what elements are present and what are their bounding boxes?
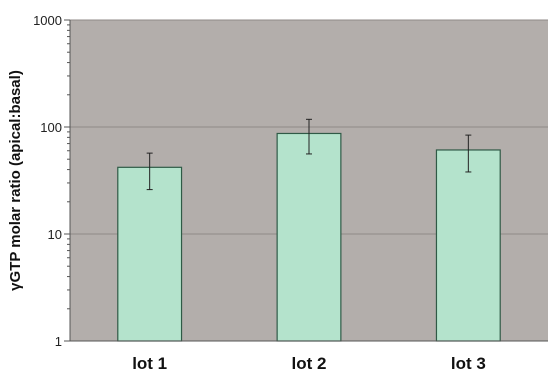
y-tick-label: 1	[55, 334, 62, 349]
y-tick-label: 10	[48, 227, 62, 242]
y-axis-title: γGTP molar ratio (apical:basal)	[7, 70, 24, 291]
bar	[276, 132, 342, 342]
category-labels: lot 1 lot 2 lot 3	[132, 354, 486, 373]
y-tick-labels: 1 10 100 1000	[33, 13, 62, 349]
bars	[117, 132, 501, 342]
category-label: lot 3	[451, 354, 486, 373]
bar	[117, 166, 183, 342]
y-tick-label: 100	[40, 120, 62, 135]
category-label: lot 1	[132, 354, 167, 373]
error-bars	[146, 118, 472, 191]
category-label: lot 2	[292, 354, 327, 373]
axes	[64, 19, 548, 342]
y-tick-label: 1000	[33, 13, 62, 28]
bar	[435, 149, 501, 342]
